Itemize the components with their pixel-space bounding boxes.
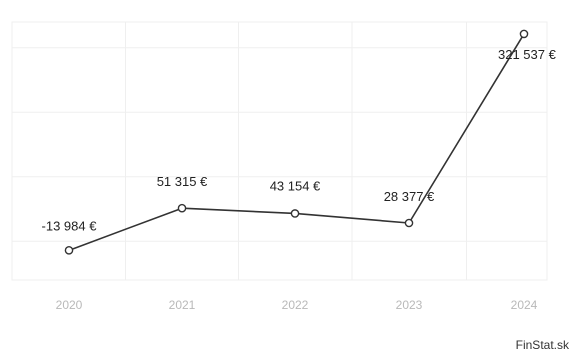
x-tick-label-2024: 2024 [511,298,538,312]
data-point-2024 [519,29,529,39]
brand-watermark: FinStat.sk [515,338,569,352]
data-label-2023: 28 377 € [384,189,435,204]
data-point-2020 [64,246,74,255]
data-label-2022: 43 154 € [270,178,321,193]
data-labels: -13 984 € 51 315 € 43 154 € 28 377 € 321 537… [42,47,557,233]
plot-frame [11,21,548,281]
data-markers [64,29,529,255]
x-tick-label-2022: 2022 [282,298,309,312]
data-label-2021: 51 315 € [157,174,208,189]
data-point-2021 [177,203,187,213]
data-label-2020: -13 984 € [42,218,98,233]
series-line-group [68,33,525,252]
data-point-2022 [290,209,300,218]
x-tick-label-2020: 2020 [56,298,83,312]
chart-grid [11,21,548,281]
x-tick-label-2023: 2023 [396,298,423,312]
series-line [68,33,525,252]
x-axis-ticks: 2020 2021 2022 2023 2024 [56,298,538,312]
x-tick-label-2021: 2021 [169,298,196,312]
data-point-2023 [404,218,414,228]
data-label-2024: 321 537 € [498,47,557,62]
